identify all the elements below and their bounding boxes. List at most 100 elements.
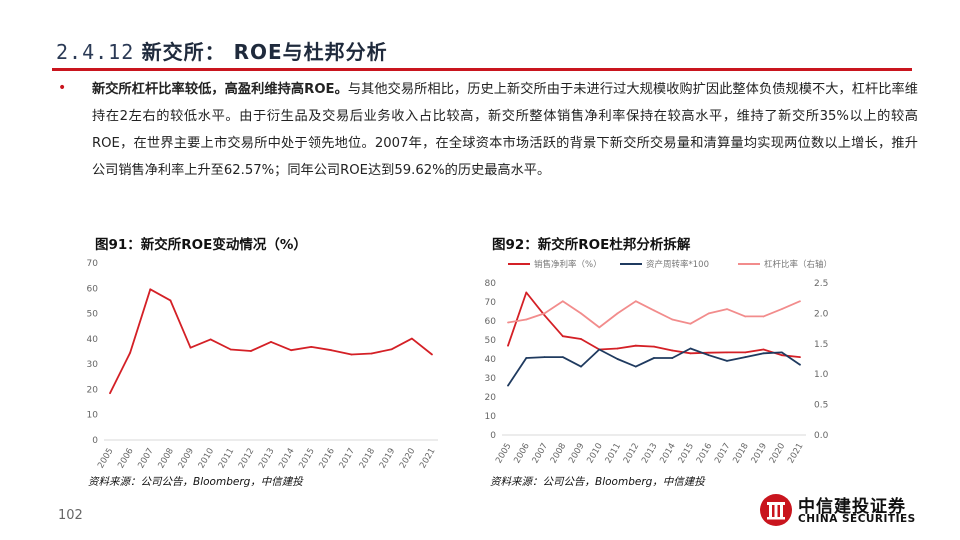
title-divider: [52, 68, 912, 71]
y2-tick-label: 0.5: [814, 401, 828, 411]
x-tick-label: 2019: [378, 447, 397, 471]
y2-tick-label: 2.5: [814, 279, 828, 289]
data-point: [799, 356, 801, 358]
data-point: [726, 351, 728, 354]
x-tick-label: 2008: [549, 442, 568, 466]
x-tick-label: 2013: [640, 442, 659, 466]
data-point: [616, 312, 619, 315]
y-tick-label: 10: [87, 411, 99, 421]
data-point: [561, 335, 564, 338]
y-tick-label: 50: [87, 310, 99, 320]
data-point: [689, 347, 692, 350]
x-tick-label: 2015: [677, 442, 696, 466]
x-tick-label: 2013: [257, 447, 276, 471]
data-point: [707, 312, 710, 315]
data-point: [209, 338, 212, 341]
x-tick-label: 2007: [136, 447, 155, 471]
data-point: [507, 384, 509, 387]
y-tick-label: 30: [485, 374, 497, 384]
section-title: 2.4.12 新交所： ROE与杜邦分析: [56, 36, 388, 65]
y-tick-label: 80: [485, 279, 497, 289]
data-point: [653, 357, 655, 359]
data-point: [525, 291, 528, 294]
body-lead: 新交所杠杆比率较低，高盈利维持高ROE。: [92, 82, 348, 97]
data-point: [634, 344, 637, 347]
x-tick-label: 2021: [418, 447, 437, 471]
fig2-title: 图92：新交所ROE杜邦分析拆解: [492, 237, 691, 253]
x-tick-label: 2014: [658, 442, 677, 466]
x-tick-label: 2011: [604, 442, 623, 466]
data-point: [762, 348, 765, 351]
x-tick-label: 2016: [695, 442, 714, 466]
logo-text-cn: 中信建投证券: [798, 497, 906, 517]
x-tick-label: 2017: [713, 442, 732, 466]
data-point: [189, 346, 192, 349]
data-point: [330, 349, 333, 352]
data-point: [580, 365, 582, 368]
y2-tick-label: 2.0: [814, 309, 829, 319]
data-point: [507, 344, 509, 347]
data-point: [780, 351, 783, 354]
data-point: [780, 308, 783, 311]
y-tick-label: 50: [485, 336, 497, 346]
data-point: [598, 326, 601, 329]
x-tick-label: 2020: [398, 447, 417, 471]
data-point: [431, 353, 433, 356]
data-point: [525, 357, 528, 359]
data-point: [799, 300, 801, 303]
logo-text-en: CHINA SECURITIES: [798, 513, 916, 525]
y-tick-label: 20: [87, 385, 99, 395]
data-point: [109, 392, 111, 395]
y-tick-label: 20: [485, 393, 497, 403]
data-point: [561, 300, 564, 303]
data-point: [580, 312, 582, 315]
data-point: [744, 315, 747, 318]
x-tick-label: 2006: [512, 442, 531, 466]
data-point: [799, 363, 801, 366]
body-text: 与其他交易所相比，历史上新交所由于未进行过大规模收购扩因此整体负债规模不大，杠杆…: [92, 82, 918, 178]
data-point: [707, 351, 710, 354]
dupont-chart: 010203040506070800.00.51.01.52.02.520052…: [485, 259, 832, 466]
data-point: [762, 315, 765, 318]
y2-tick-label: 0.0: [814, 431, 829, 441]
data-point: [229, 348, 232, 351]
fig2-source: 资料来源：公司公告，Bloomberg，中信建投: [490, 476, 705, 488]
logo-emblem-icon: [760, 494, 792, 526]
section-number: 2.4.12: [56, 40, 135, 64]
data-point: [410, 337, 413, 340]
y-tick-label: 70: [87, 259, 99, 269]
x-tick-label: 2009: [567, 442, 586, 466]
x-tick-label: 2010: [585, 442, 604, 466]
data-point: [290, 349, 293, 352]
x-tick-label: 2009: [177, 447, 196, 471]
company-logo: 中信建投证券 CHINA SECURITIES: [758, 490, 918, 530]
data-point: [616, 358, 619, 360]
x-tick-label: 2014: [277, 447, 296, 471]
data-point: [149, 288, 152, 291]
x-tick-label: 2007: [531, 442, 550, 466]
data-point: [726, 360, 728, 362]
data-point: [350, 353, 353, 356]
data-point: [671, 318, 674, 321]
x-tick-label: 2015: [297, 447, 316, 471]
x-tick-label: 2018: [358, 447, 377, 471]
data-point: [653, 309, 655, 312]
data-point: [653, 345, 655, 348]
data-point: [744, 351, 747, 354]
bullet-icon: •: [58, 80, 67, 96]
x-tick-label: 2010: [197, 447, 216, 471]
data-point: [390, 348, 393, 351]
data-point: [634, 365, 637, 368]
data-point: [543, 356, 546, 358]
y-tick-label: 0: [490, 431, 496, 441]
y-tick-label: 30: [87, 360, 99, 370]
data-point: [671, 357, 674, 359]
y-tick-label: 40: [87, 335, 99, 345]
data-point: [169, 299, 172, 302]
section-title-prefix: 新交所：: [141, 40, 226, 64]
x-tick-label: 2011: [217, 447, 236, 471]
data-point: [689, 322, 692, 325]
fig1-source: 资料来源：公司公告，Bloomberg，中信建投: [88, 476, 303, 488]
y-tick-label: 60: [87, 284, 99, 294]
y-tick-label: 10: [485, 412, 497, 422]
